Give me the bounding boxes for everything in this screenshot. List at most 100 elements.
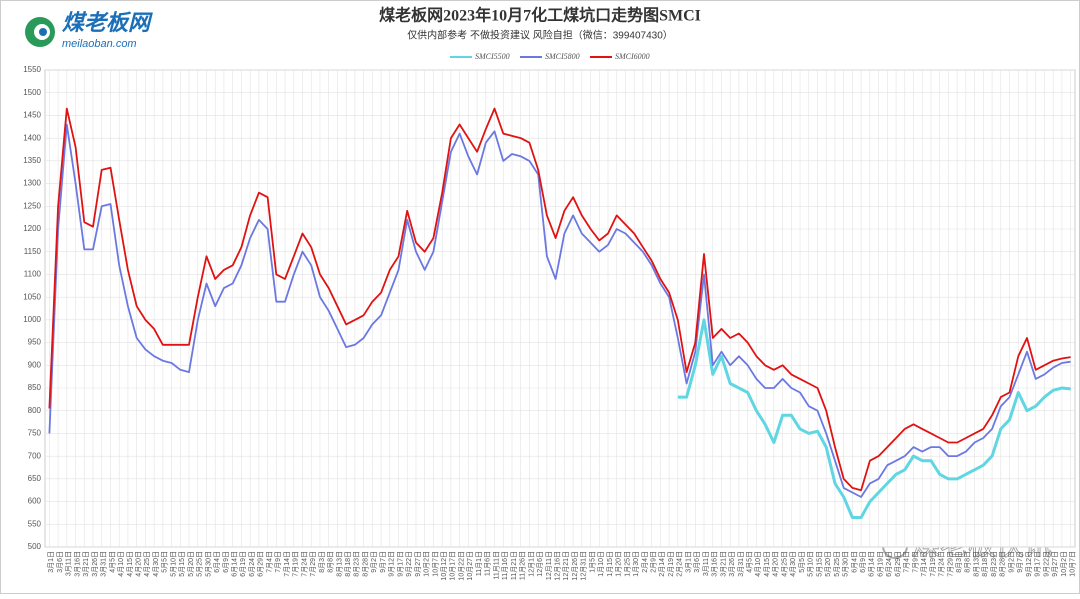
x-tick-label: 5月5日 bbox=[161, 551, 169, 573]
x-tick-label: 1月25日 bbox=[623, 551, 631, 577]
x-tick-label: 2月19日 bbox=[667, 551, 675, 577]
x-tick-label: 11月1日 bbox=[475, 551, 483, 576]
x-tick-label: 8月13日 bbox=[972, 551, 980, 577]
x-tick-label: 5月10日 bbox=[807, 551, 815, 577]
x-tick-label: 6月24日 bbox=[885, 551, 893, 577]
x-tick-label: 3月6日 bbox=[693, 551, 701, 573]
y-tick-label: 1050 bbox=[23, 292, 41, 301]
x-tick-label: 7月14日 bbox=[283, 551, 291, 577]
x-tick-label: 8月18日 bbox=[981, 551, 989, 577]
x-tick-label: 2月9日 bbox=[649, 551, 657, 573]
x-tick-label: 3月16日 bbox=[711, 551, 719, 577]
x-tick-label: 7月24日 bbox=[938, 551, 946, 577]
legend-label: SMCI6000 bbox=[615, 52, 650, 61]
logo: 煤老板网 meilaoban.com bbox=[25, 11, 153, 50]
y-tick-label: 800 bbox=[28, 406, 42, 415]
y-tick-label: 1350 bbox=[23, 156, 41, 165]
x-tick-label: 5月25日 bbox=[196, 551, 204, 577]
x-tick-label: 12月1日 bbox=[527, 551, 535, 577]
x-tick-label: 3月1日 bbox=[47, 551, 55, 573]
x-tick-label: 3月21日 bbox=[82, 551, 90, 577]
x-tick-label: 5月5日 bbox=[798, 551, 806, 573]
x-tick-label: 1月30日 bbox=[632, 551, 640, 577]
x-tick-label: 4月25日 bbox=[143, 551, 151, 577]
x-tick-label: 3月31日 bbox=[100, 551, 108, 577]
x-tick-label: 6月9日 bbox=[859, 551, 867, 573]
x-tick-label: 3月11日 bbox=[65, 551, 73, 576]
y-tick-label: 1400 bbox=[23, 133, 41, 142]
line-series bbox=[48, 123, 1071, 498]
x-tick-label: 3月16日 bbox=[73, 551, 81, 577]
x-tick-label: 7月29日 bbox=[309, 551, 317, 577]
x-tick-label: 5月30日 bbox=[204, 551, 212, 577]
x-tick-label: 6月14日 bbox=[231, 551, 239, 577]
x-tick-label: 6月24日 bbox=[248, 551, 256, 577]
x-tick-label: 5月20日 bbox=[824, 551, 832, 577]
y-tick-label: 1150 bbox=[24, 247, 42, 256]
x-tick-label: 9月7日 bbox=[379, 551, 387, 573]
x-tick-label: 7月4日 bbox=[903, 551, 911, 573]
x-tick-label: 12月26日 bbox=[571, 551, 579, 581]
y-tick-label: 1450 bbox=[23, 111, 41, 120]
x-tick-label: 12月11日 bbox=[545, 551, 553, 580]
x-tick-label: 4月5日 bbox=[108, 551, 116, 573]
y-tick-label: 1000 bbox=[23, 315, 41, 324]
x-tick-label: 11月21日 bbox=[510, 551, 518, 580]
y-tick-label: 550 bbox=[28, 519, 42, 528]
logo-icon bbox=[39, 28, 47, 36]
y-tick-label: 1100 bbox=[24, 270, 42, 279]
x-tick-label: 6月19日 bbox=[239, 551, 247, 577]
x-tick-label: 8月8日 bbox=[327, 551, 335, 573]
x-tick-label: 8月28日 bbox=[999, 551, 1007, 577]
x-tick-label: 8月28日 bbox=[361, 551, 369, 577]
x-tick-label: 5月25日 bbox=[833, 551, 841, 577]
y-tick-label: 700 bbox=[28, 451, 42, 460]
x-tick-label: 10月7日 bbox=[431, 551, 439, 577]
x-tick-label: 4月25日 bbox=[780, 551, 788, 577]
legend-label: SMCI5500 bbox=[475, 52, 510, 61]
x-tick-label: 3月6日 bbox=[56, 551, 64, 573]
x-tick-label: 3月31日 bbox=[737, 551, 745, 577]
x-tick-label: 9月22日 bbox=[405, 551, 413, 577]
x-tick-label: 9月2日 bbox=[1007, 551, 1015, 573]
x-tick-label: 3月1日 bbox=[684, 551, 692, 573]
x-tick-label: 10月2日 bbox=[423, 551, 431, 577]
x-tick-label: 3月11日 bbox=[702, 551, 710, 576]
y-tick-label: 850 bbox=[28, 383, 42, 392]
x-tick-label: 2月24日 bbox=[676, 551, 684, 577]
x-tick-label: 6月4日 bbox=[213, 551, 221, 573]
x-tick-label: 7月24日 bbox=[300, 551, 308, 577]
x-tick-label: 12月16日 bbox=[553, 551, 561, 581]
x-tick-label: 5月15日 bbox=[178, 551, 186, 577]
y-tick-label: 650 bbox=[28, 474, 42, 483]
x-tick-label: 9月27日 bbox=[1051, 551, 1059, 577]
x-tick-label: 3月26日 bbox=[728, 551, 736, 577]
y-tick-label: 500 bbox=[28, 542, 42, 551]
x-tick-label: 6月29日 bbox=[257, 551, 265, 577]
x-tick-label: 7月19日 bbox=[292, 551, 300, 577]
logo-name: 煤老板网 bbox=[62, 11, 153, 36]
x-tick-label: 11月26日 bbox=[519, 551, 527, 580]
chart-title: 煤老板网2023年10月7化工煤坑口走势图SMCI bbox=[379, 6, 701, 25]
logo-url: meilaoban.com bbox=[62, 38, 137, 50]
x-tick-label: 4月10日 bbox=[754, 551, 762, 577]
y-tick-label: 1250 bbox=[23, 201, 41, 210]
x-tick-label: 9月2日 bbox=[370, 551, 378, 573]
x-tick-label: 3月21日 bbox=[719, 551, 727, 577]
x-tick-label: 8月3日 bbox=[955, 551, 963, 573]
x-tick-label: 4月15日 bbox=[126, 551, 134, 577]
x-tick-label: 9月17日 bbox=[1034, 551, 1042, 577]
x-tick-label: 1月15日 bbox=[606, 551, 614, 577]
x-tick-label: 7月14日 bbox=[920, 551, 928, 577]
x-tick-label: 10月12日 bbox=[440, 551, 448, 581]
x-tick-label: 11月11日 bbox=[492, 551, 500, 580]
x-tick-label: 2月4日 bbox=[641, 551, 649, 573]
line-series bbox=[48, 107, 1071, 492]
y-tick-label: 1300 bbox=[23, 179, 41, 188]
x-tick-label: 12月31日 bbox=[580, 551, 588, 581]
x-tick-label: 9月12日 bbox=[388, 551, 396, 577]
x-tick-label: 8月13日 bbox=[335, 551, 343, 577]
x-tick-label: 6月14日 bbox=[868, 551, 876, 577]
x-tick-label: 5月15日 bbox=[815, 551, 823, 577]
